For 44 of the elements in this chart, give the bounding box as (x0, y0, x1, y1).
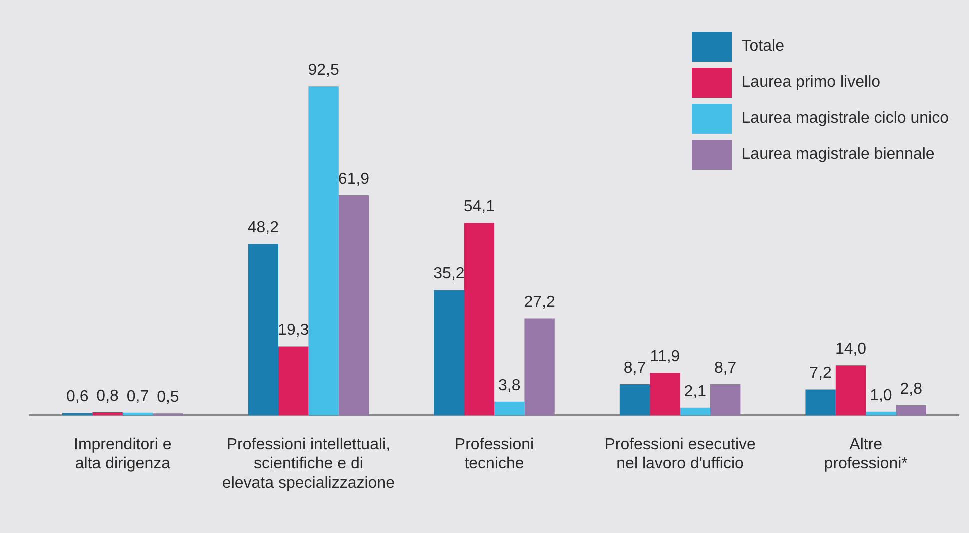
data-label: 0,8 (96, 388, 120, 405)
data-label: 0,5 (157, 389, 180, 406)
bar (278, 346, 309, 416)
bar (896, 405, 926, 416)
x-tick-label: Altre professioni* (824, 436, 908, 473)
data-label: 2,1 (684, 383, 707, 400)
x-tick-label: Imprenditori e alta dirigenza (74, 436, 172, 473)
bar (524, 318, 555, 416)
legend-label: Laurea primo livello (742, 74, 881, 92)
bar (494, 402, 525, 416)
bar (806, 390, 836, 416)
data-label: 35,2 (434, 266, 465, 283)
legend-label: Totale (742, 38, 784, 56)
data-label: 11,9 (650, 348, 680, 366)
data-label: 92,5 (308, 62, 340, 80)
data-label: 2,8 (900, 380, 923, 398)
data-label: 54,1 (464, 198, 496, 216)
data-label: 19,3 (278, 322, 310, 340)
bar (710, 384, 741, 416)
data-label: 8,7 (624, 360, 646, 377)
bar (464, 223, 494, 416)
data-label: 1,0 (870, 387, 892, 404)
data-label: 14,0 (835, 341, 867, 358)
bar (650, 373, 680, 416)
bar (434, 290, 464, 416)
data-label: 3,8 (498, 377, 521, 394)
bar (308, 86, 339, 416)
data-label: 7,2 (810, 365, 832, 382)
x-tick-label: Professioni esecutive nel lavoro d'ufficio (604, 436, 756, 473)
data-label: 48,2 (248, 220, 280, 237)
data-label: 0,7 (126, 388, 150, 406)
data-label: 8,7 (714, 360, 737, 377)
data-label: 61,9 (338, 170, 370, 188)
data-label: 0,6 (66, 388, 89, 406)
legend-label: Laurea magistrale biennale (742, 146, 935, 164)
bar (248, 244, 279, 416)
bar (680, 408, 710, 416)
x-tick-label: Professioni tecniche (454, 436, 534, 473)
x-tick-label: Professioni intellettuali, scientifiche e di elevata specializzazione (222, 436, 396, 492)
data-label: 27,2 (524, 294, 556, 312)
bar (338, 195, 370, 416)
legend-label: Laurea magistrale ciclo unico (742, 110, 949, 128)
bar (836, 366, 866, 416)
bar (620, 384, 650, 416)
